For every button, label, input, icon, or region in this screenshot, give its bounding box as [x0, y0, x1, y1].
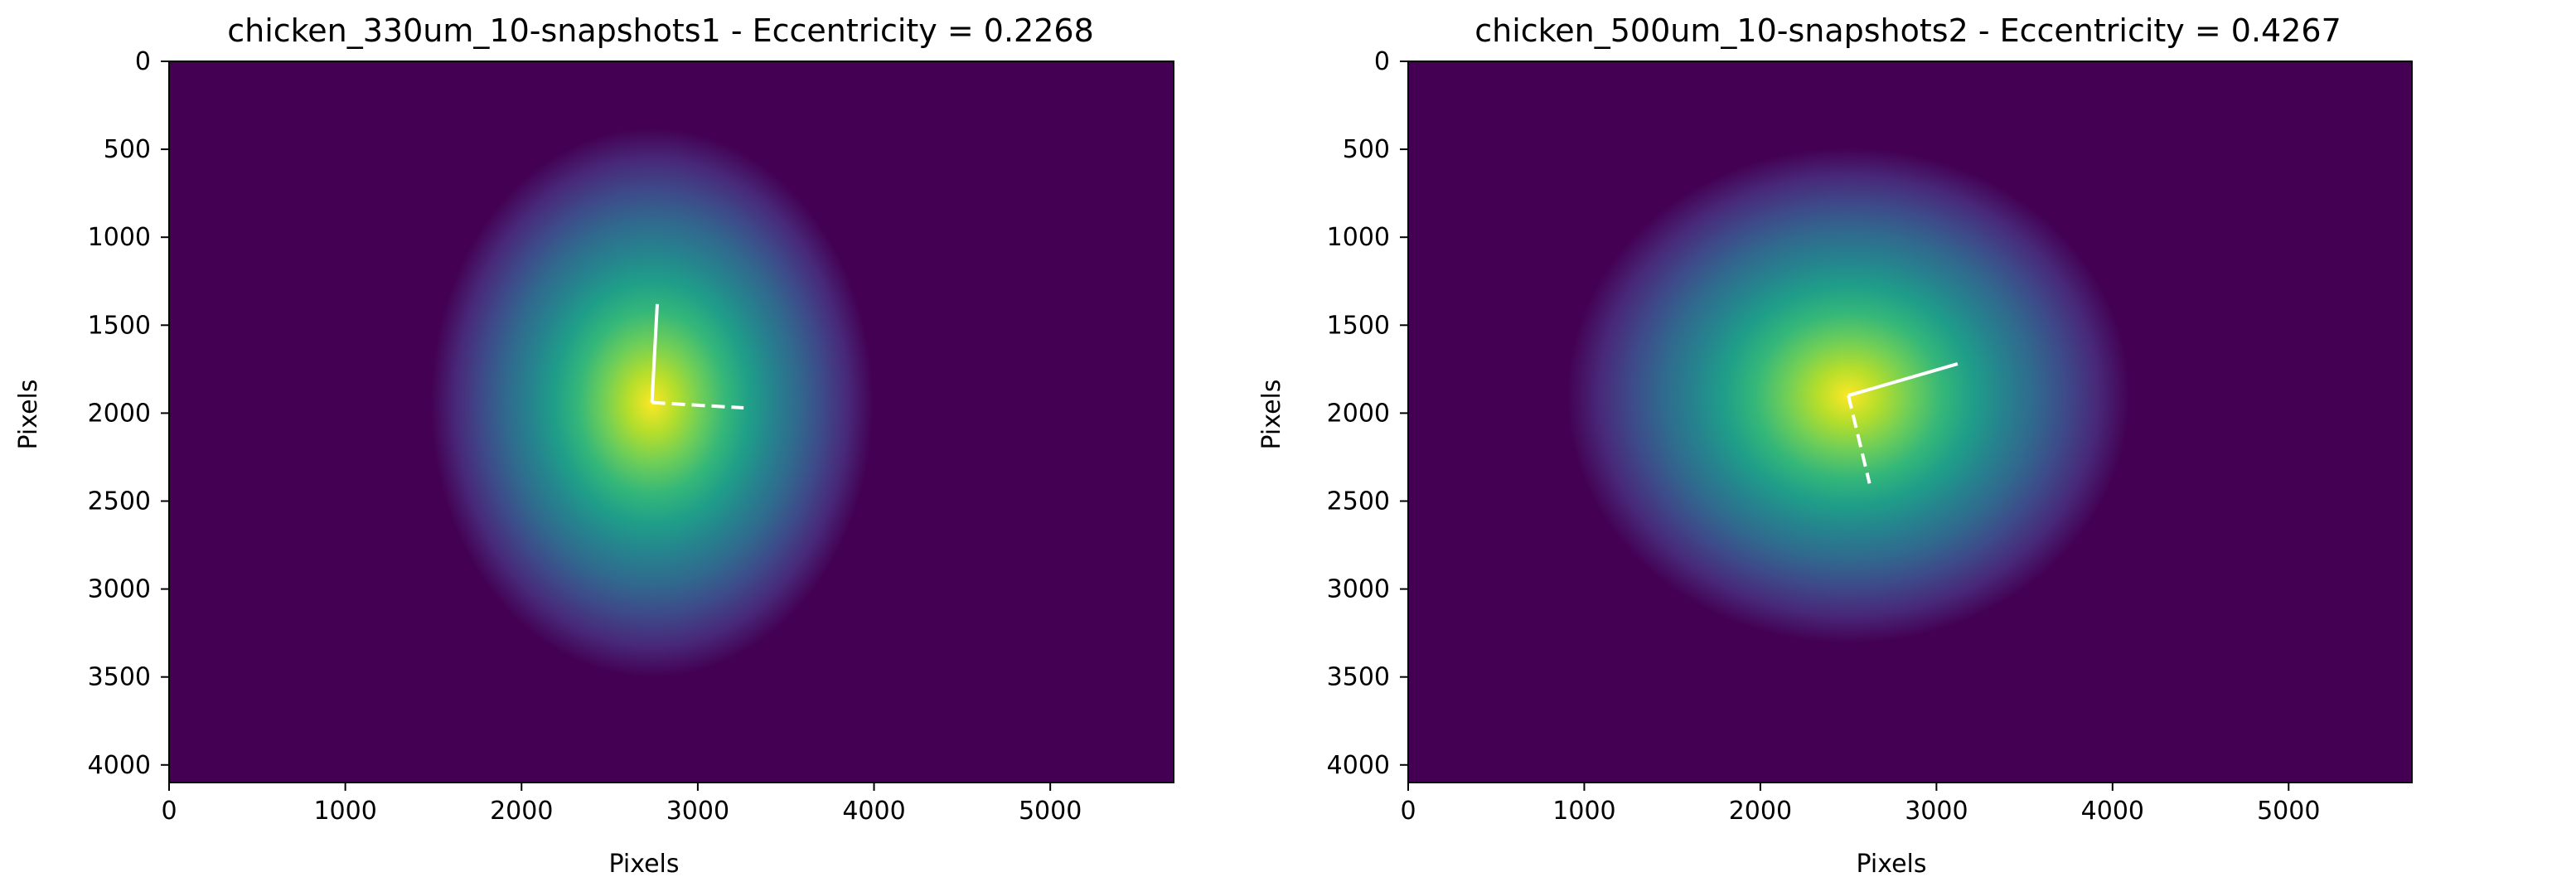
y-tick-label: 4000 — [88, 751, 151, 780]
y-tick-label: 3500 — [88, 663, 151, 692]
x-tick-label: 2000 — [490, 797, 553, 826]
x-axis-label-left: Pixels — [608, 850, 679, 877]
x-tick-label: 3000 — [1905, 797, 1968, 826]
y-tick-label: 3500 — [1327, 663, 1390, 692]
plot-area-right: 0 1000 2000 3000 4000 5000 0 500 1000 1500 2000 250… — [1327, 47, 2413, 826]
y-tick-label: 3000 — [1327, 575, 1390, 604]
x-tick-label: 3000 — [666, 797, 729, 826]
plot-frame — [1407, 61, 2413, 783]
y-tick-label: 2000 — [1327, 399, 1390, 428]
y-tick-label: 4000 — [1327, 751, 1390, 780]
minor-axis-line — [651, 400, 744, 410]
y-tick-label: 500 — [1343, 135, 1390, 164]
y-tick-label: 1000 — [1327, 223, 1390, 252]
x-tick-label: 5000 — [1019, 797, 1082, 826]
minor-axis-line — [1847, 395, 1871, 484]
y-tick-label: 0 — [135, 47, 151, 76]
y-tick-label: 1500 — [1327, 311, 1390, 340]
x-tick-label: 1000 — [1552, 797, 1615, 826]
y-tick-label: 0 — [1374, 47, 1390, 76]
plot-area-left: 0 1000 2000 3000 4000 5000 0 500 1000 1500 2000 250… — [88, 47, 1174, 826]
x-tick-label: 4000 — [842, 797, 905, 826]
y-tick-label: 1000 — [88, 223, 151, 252]
y-tick-label: 2000 — [88, 399, 151, 428]
plot-frame — [168, 61, 1174, 783]
x-tick-label: 4000 — [2081, 797, 2144, 826]
panel-right: chicken_500um_10-snapshots2 - Eccentrici… — [1257, 12, 2413, 877]
y-axis-label-right: Pixels — [1257, 379, 1286, 449]
y-tick-label: 2500 — [1327, 487, 1390, 516]
x-tick-label: 1000 — [313, 797, 376, 826]
x-tick-label: 0 — [161, 797, 177, 826]
y-axis-label-left: Pixels — [14, 379, 43, 449]
x-tick-label: 0 — [1400, 797, 1416, 826]
x-tick-label: 5000 — [2257, 797, 2320, 826]
chart-title-right: chicken_500um_10-snapshots2 - Eccentrici… — [1474, 12, 2341, 49]
major-axis-line — [650, 303, 659, 403]
panel-left: chicken_330um_10-snapshots1 - Eccentrici… — [14, 12, 1174, 877]
x-tick-label: 2000 — [1729, 797, 1792, 826]
chart-title-left: chicken_330um_10-snapshots1 - Eccentrici… — [227, 12, 1094, 49]
major-axis-line — [1847, 362, 1959, 398]
y-tick-label: 3000 — [88, 575, 151, 604]
x-axis-label-right: Pixels — [1856, 850, 1926, 877]
y-tick-label: 1500 — [88, 311, 151, 340]
intensity-spot — [430, 128, 874, 677]
y-tick-label: 500 — [104, 135, 151, 164]
y-tick-label: 2500 — [88, 487, 151, 516]
